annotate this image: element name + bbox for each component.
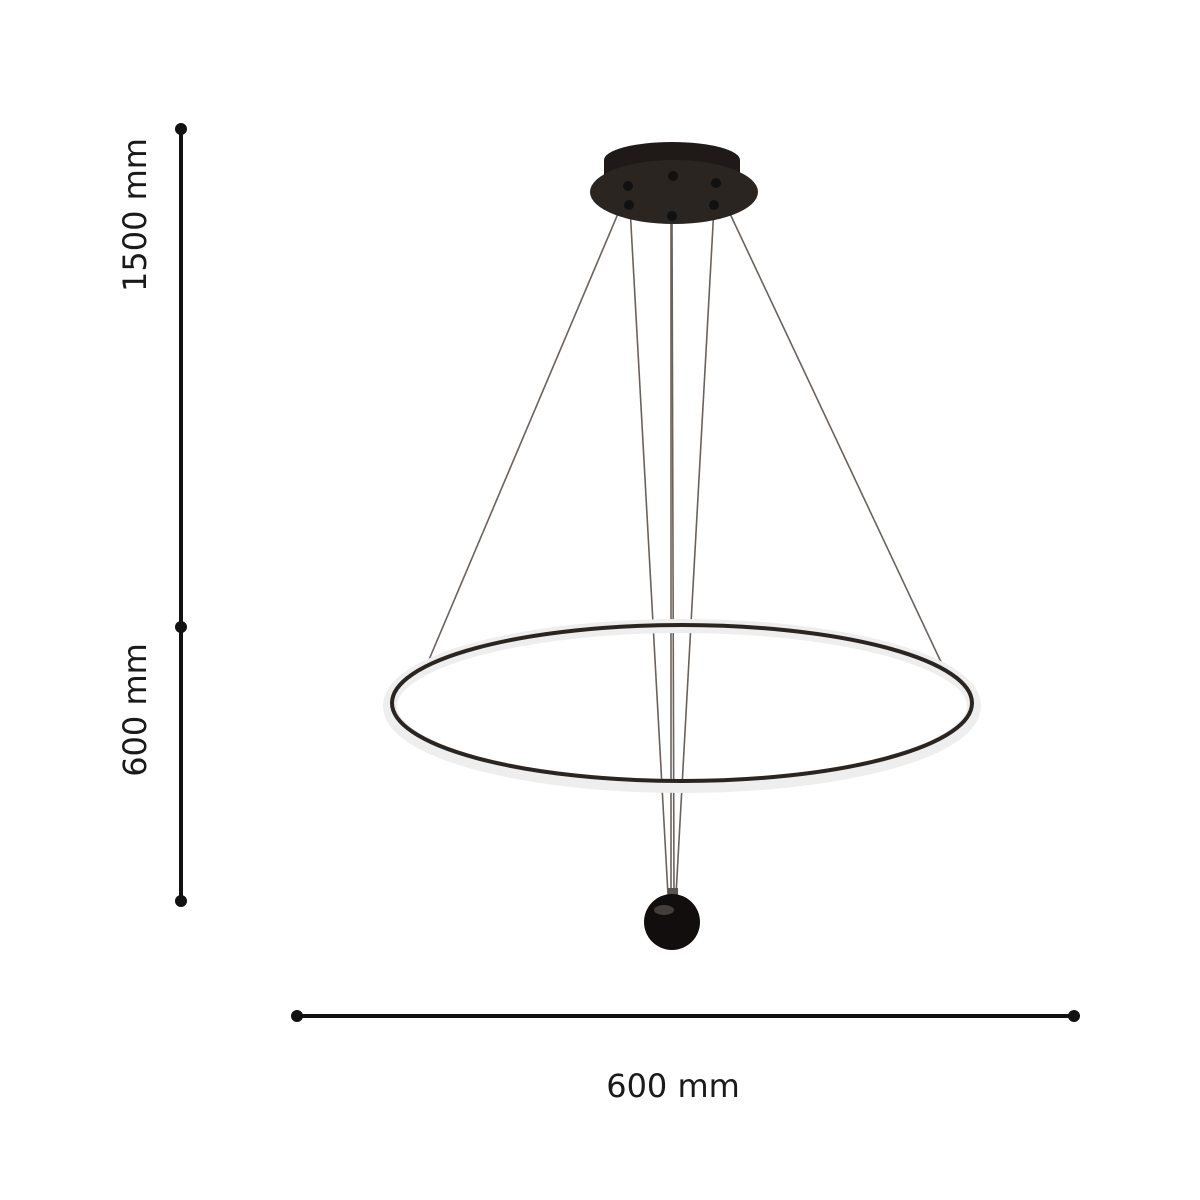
horizontal-dimension: 600 mm [291,1010,1080,1105]
ceiling-canopy [590,142,758,224]
wire [427,189,629,663]
suspension-wires [427,178,942,896]
diameter-label: 600 mm [606,1067,740,1105]
vertical-dimension: 1500 mm 600 mm [116,123,187,907]
wire [715,183,942,663]
dimension-dot-bottom [175,895,187,907]
pendant-ball [644,888,700,950]
ring-drop-label: 600 mm [116,643,154,777]
wire [671,214,675,896]
dimension-dot-left [291,1010,303,1022]
dimension-dot-top [175,123,187,135]
led-ring [383,619,981,793]
cable-length-label: 1500 mm [116,138,154,292]
dimension-dot-right [1068,1010,1080,1022]
dimension-dot-middle [175,621,187,633]
